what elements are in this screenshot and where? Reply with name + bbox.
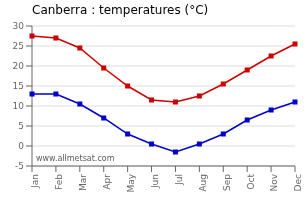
svg-text:20: 20	[13, 61, 25, 71]
svg-text:10: 10	[13, 101, 25, 111]
svg-text:Oct: Oct	[246, 174, 256, 190]
svg-text:May: May	[126, 173, 136, 192]
svg-text:Feb: Feb	[54, 174, 64, 190]
svg-text:30: 30	[13, 21, 25, 31]
svg-text:15: 15	[13, 81, 24, 91]
svg-text:5: 5	[18, 121, 24, 131]
svg-text:Apr: Apr	[102, 174, 112, 190]
svg-text:0: 0	[18, 141, 24, 151]
svg-text:25: 25	[13, 41, 24, 51]
svg-text:Jun: Jun	[150, 174, 160, 189]
svg-text:Aug: Aug	[198, 174, 208, 192]
svg-text:Dec: Dec	[293, 174, 297, 191]
svg-text:Mar: Mar	[78, 174, 88, 191]
svg-text:-5: -5	[15, 161, 24, 171]
html-text:www.allmetsat.com: www.allmetsat.com	[36, 154, 115, 163]
svg-text:Nov: Nov	[269, 173, 279, 191]
svg-text:Jul: Jul	[174, 174, 184, 186]
html-text:Canberra : temperatures (°C): Canberra : temperatures (°C)	[32, 3, 209, 17]
svg-text:Jan: Jan	[30, 174, 40, 189]
svg-text:Sep: Sep	[222, 174, 232, 191]
